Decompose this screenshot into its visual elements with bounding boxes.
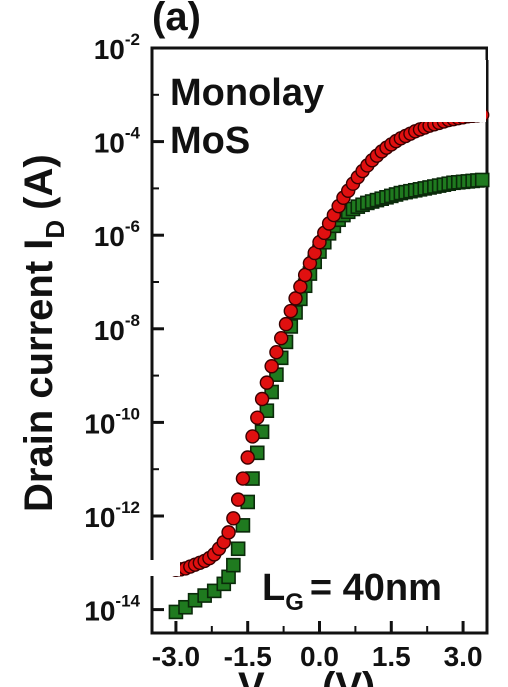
x-tick-label: -3.0 xyxy=(152,641,200,672)
y-tick-exponent: -8 xyxy=(125,311,140,330)
y-tick-base: 10 xyxy=(94,315,125,346)
y-tick-base: 10 xyxy=(94,128,125,159)
data-point-circle xyxy=(245,429,260,444)
y-axis-label-main: Drain current I xyxy=(17,239,61,512)
data-point-square xyxy=(226,557,241,573)
gate-length-value: = 40nm xyxy=(310,567,442,609)
data-point-circle xyxy=(269,345,284,360)
x-tick-label: 1.5 xyxy=(372,641,411,672)
data-point-circle xyxy=(230,492,246,507)
y-tick-base: 10 xyxy=(94,34,125,65)
y-axis-ticks xyxy=(152,46,164,612)
x-axis-label-unit: (V) xyxy=(322,665,375,687)
y-tick-label: 10-12 xyxy=(84,498,140,533)
data-point-square xyxy=(235,518,251,533)
y-tick-exponent: -14 xyxy=(115,592,140,611)
y-tick-base: 10 xyxy=(84,596,115,627)
data-point-circle xyxy=(278,316,294,332)
data-point-circle xyxy=(283,303,298,319)
y-tick-exponent: -6 xyxy=(125,217,140,236)
data-point-circle xyxy=(254,391,270,407)
occlusion-left xyxy=(140,560,180,576)
y-axis-label: Drain current ID (A) xyxy=(17,154,70,512)
y-tick-label: 10-4 xyxy=(94,124,141,159)
y-tick-base: 10 xyxy=(84,408,115,439)
occlusion-right-top xyxy=(488,0,508,60)
x-tick-label: 3.0 xyxy=(444,641,483,672)
series-square-markers xyxy=(168,172,490,620)
x-axis-tick-labels: -3.0 -1.5 0.0 1.5 3.0 xyxy=(152,641,483,672)
data-point-circle xyxy=(264,359,279,374)
gate-length-sub: G xyxy=(285,589,304,616)
data-point-circle xyxy=(259,375,275,390)
label-occlusion-top xyxy=(372,60,486,122)
data-point-circle xyxy=(235,471,251,486)
data-point-circle xyxy=(250,410,265,425)
y-tick-base: 10 xyxy=(94,221,125,252)
material-label-line1: Monolay xyxy=(170,72,324,114)
data-point-circle xyxy=(240,450,255,465)
data-point-circle xyxy=(221,525,236,540)
y-tick-exponent: -12 xyxy=(115,498,140,517)
y-tick-base: 10 xyxy=(84,502,115,533)
data-point-square xyxy=(230,541,246,557)
y-axis-label-sub: D xyxy=(40,220,70,239)
data-point-square xyxy=(474,172,490,188)
material-label-line2: MoS xyxy=(170,120,250,162)
panel-label: (a) xyxy=(152,0,201,39)
y-tick-exponent: -4 xyxy=(125,124,141,143)
x-tick-label: -1.5 xyxy=(224,641,272,672)
y-tick-label: 10-10 xyxy=(84,404,140,439)
y-tick-label: 10-8 xyxy=(94,311,140,346)
y-tick-label: 10-2 xyxy=(94,30,140,65)
x-axis-label-main: V xyxy=(238,665,265,687)
gate-length-label: LG = 40nm xyxy=(262,567,442,616)
gate-length-main: L xyxy=(262,567,285,609)
y-tick-exponent: -10 xyxy=(115,404,140,423)
x-axis-ticks xyxy=(174,621,465,633)
data-point-circle xyxy=(226,511,241,526)
y-tick-label: 10-6 xyxy=(94,217,140,252)
y-tick-label: 10-14 xyxy=(84,592,140,627)
x-tick-label: 0.0 xyxy=(300,641,339,672)
y-tick-exponent: -2 xyxy=(125,30,140,49)
data-point-circle xyxy=(274,330,289,346)
y-axis-label-unit: (A) xyxy=(17,154,61,210)
